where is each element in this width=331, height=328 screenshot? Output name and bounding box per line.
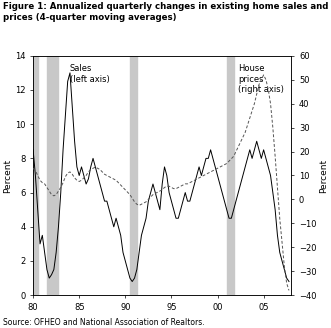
Text: Source: OFHEO and National Association of Realtors.: Source: OFHEO and National Association o… — [3, 318, 205, 327]
Bar — [33, 56, 38, 295]
Bar — [130, 56, 137, 295]
Text: House
prices
(right axis): House prices (right axis) — [238, 64, 284, 94]
Bar — [227, 56, 234, 295]
Text: Figure 1: Annualized quarterly changes in existing home sales and
prices (4-quar: Figure 1: Annualized quarterly changes i… — [3, 2, 329, 22]
Text: Sales
(left axis): Sales (left axis) — [70, 64, 110, 84]
Y-axis label: Percent: Percent — [319, 158, 328, 193]
Y-axis label: Percent: Percent — [3, 158, 12, 193]
Bar — [47, 56, 59, 295]
